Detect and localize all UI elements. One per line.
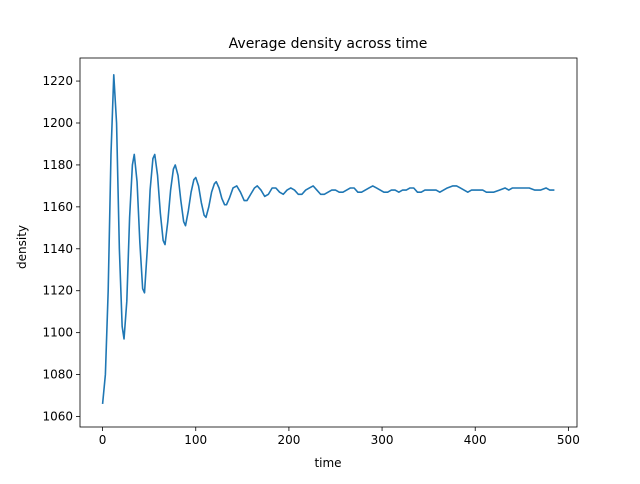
y-tick-label: 1060 [42, 410, 73, 424]
x-tick-label: 400 [464, 433, 487, 447]
plot-frame [79, 57, 578, 428]
y-tick-label: 1100 [42, 326, 73, 340]
data-line [101, 73, 555, 405]
chart-title: Average density across time [229, 36, 428, 52]
x-tick-label: 100 [184, 433, 207, 447]
y-tick-label: 1220 [42, 74, 73, 88]
x-tick-label: 200 [277, 433, 300, 447]
y-axis-label: density [15, 225, 29, 269]
y-tick-label: 1180 [42, 158, 73, 172]
y-tick-label: 1200 [42, 116, 73, 130]
y-tick-label: 1160 [42, 200, 73, 214]
x-axis-label: time [314, 456, 341, 470]
x-tick-label: 0 [99, 433, 107, 447]
x-tick-label: 500 [557, 433, 580, 447]
x-tick-label: 300 [371, 433, 394, 447]
y-tick-label: 1080 [42, 368, 73, 382]
y-tick-label: 1140 [42, 242, 73, 256]
y-tick-label: 1120 [42, 284, 73, 298]
